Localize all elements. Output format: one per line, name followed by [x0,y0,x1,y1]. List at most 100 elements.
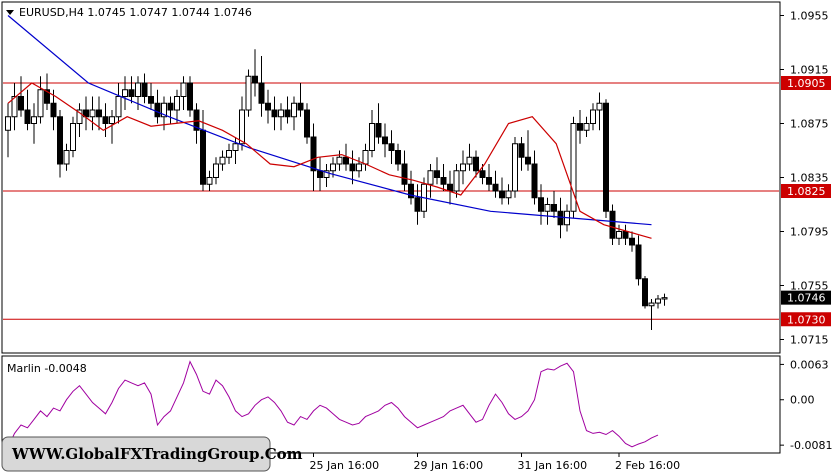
candle-body [375,123,382,138]
candle-body [583,123,590,131]
price-tick-label: 1.0955 [790,10,829,23]
candle [635,235,642,286]
candle [70,116,76,158]
candle-body [297,102,304,111]
watermark: WWW.GlobalFXTradingGroup.Com [1,436,303,472]
candle-body [11,96,18,118]
candle [291,96,297,131]
candle [427,164,434,198]
candle-body [258,82,265,104]
price-tick-label: 1.0755 [790,280,829,293]
time-tick-label: 29 Jan 16:00 [414,459,484,472]
candle-body [31,116,37,124]
candle-body [323,170,330,178]
candle [278,103,284,131]
level-price-label: 1.0905 [787,77,826,90]
candle [648,299,655,331]
candle-body [219,156,226,165]
candle [213,157,219,185]
candle [518,137,525,171]
candle-body [648,302,655,307]
candle [440,164,447,191]
candle [661,293,668,306]
candle [616,224,622,245]
candle-body [622,231,629,239]
candle-body [590,109,596,124]
candle [284,96,291,124]
candle-body [388,143,395,151]
candle [258,56,265,117]
candle [76,103,83,137]
candle [271,96,278,131]
candle-body [362,150,369,165]
candle-body [102,116,109,124]
candle-body [310,136,317,172]
candle [206,170,213,191]
candle-body [135,82,141,97]
candle [499,177,505,205]
candle-body [427,170,434,185]
candle-body [453,170,460,192]
candle [642,276,648,309]
candle-body [492,183,499,192]
osc-tick-label: 0.0063 [790,358,829,371]
candle [96,96,102,131]
candle-body [44,89,50,104]
candle [492,170,499,198]
candle [570,116,577,218]
candle [629,231,635,252]
candle-body [538,197,544,212]
candle-body [200,129,206,185]
svg-text:WWW.GlobalFXTradingGroup.Com: WWW.GlobalFXTradingGroup.Com [11,445,303,463]
candle [538,184,544,225]
price-tick-label: 1.0915 [790,64,829,77]
price-tick-label: 1.0715 [790,334,829,347]
candle [388,130,395,164]
candle [226,143,232,164]
candle-body [414,197,421,212]
candle [505,184,512,205]
candle [583,116,590,137]
candle-body [115,96,122,118]
candle-body [174,96,180,111]
fast-ma-line [7,82,652,239]
candle-body [603,102,609,212]
candle-body [187,82,193,111]
candle [525,130,531,171]
slow-ma-line [7,15,652,226]
candle [609,204,616,245]
candle-body [148,96,154,104]
symbol-header: EURUSD,H4 1.0745 1.0747 1.0744 1.0746 [19,6,252,19]
marlin-line [7,360,659,448]
candle-body [544,204,551,212]
candle-body [141,82,148,97]
candle-body [531,163,538,199]
dropdown-triangle-icon[interactable] [6,10,14,15]
candle [596,92,603,131]
level-price-box [781,184,831,198]
osc-tick-label: -0.0081 [790,439,832,452]
candle [544,197,551,225]
candle [401,150,408,191]
oscillator-axis: 0.0063 0.00 -0.0081 [780,358,832,452]
candle [382,123,388,158]
price-tick-label: 1.0795 [790,226,829,239]
candle [252,49,258,97]
candle [603,99,609,218]
candle [180,76,187,110]
candle-body [76,109,83,124]
marlin-oscillator [7,360,659,448]
candle [414,184,421,225]
candle-body [304,109,310,138]
candle-body [349,163,356,172]
candle-body [616,231,622,239]
candle-body [382,136,388,145]
candle-body [83,109,89,118]
candle [622,224,629,245]
candle [102,103,109,137]
candle-body [89,109,96,118]
candles [5,49,668,331]
candle [551,191,557,218]
level-price-box [781,76,831,90]
